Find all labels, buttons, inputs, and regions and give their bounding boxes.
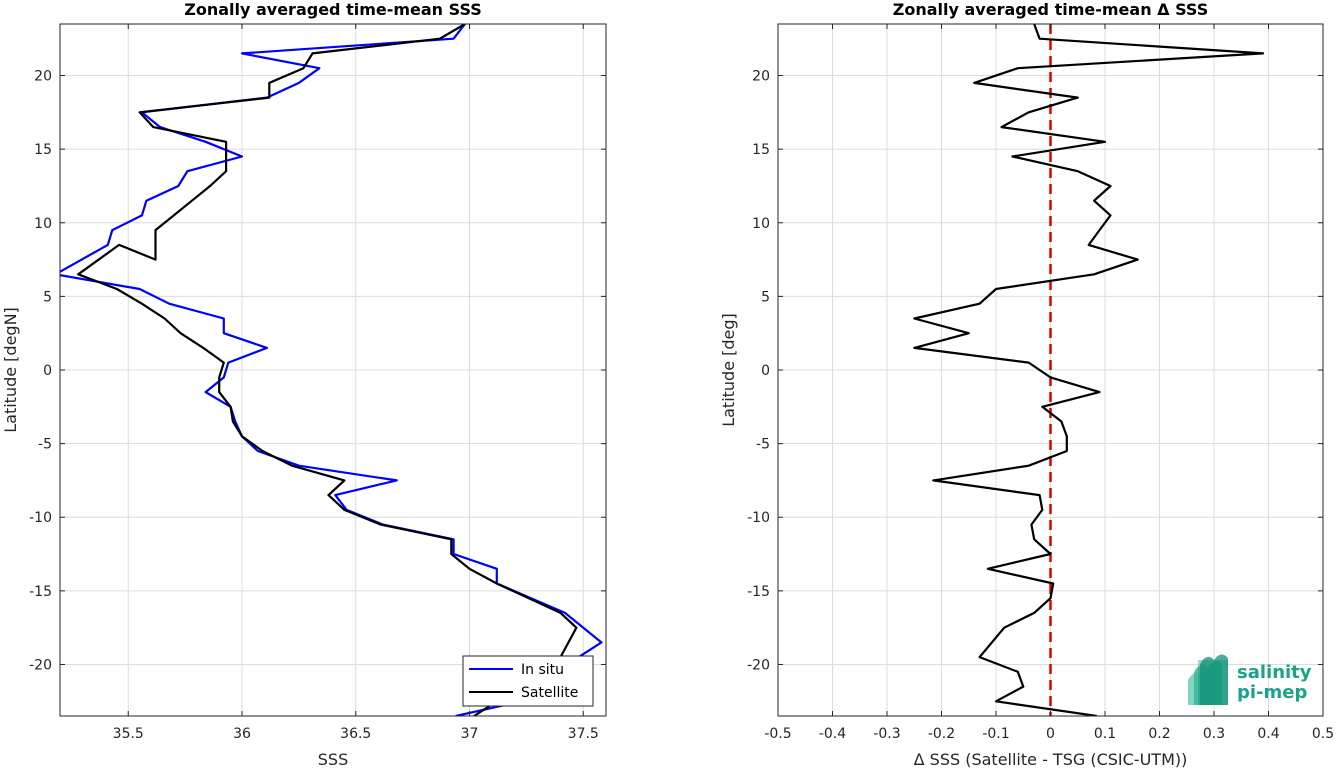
left-y-tick-label: -20 [29,657,52,673]
left-y-tick-label: 10 [34,216,52,232]
left-y-tick-label: 0 [43,363,52,379]
left-x-tick-label: 36.5 [340,726,371,742]
left-y-tick-label: -15 [29,584,52,600]
right-panel: -0.5 -0.4 -0.3 -0.2 -0.1 0 0.1 0.2 0.3 0.4 0.5 -20 -… [719,0,1334,769]
right-x-tick-label: 0.4 [1257,726,1279,742]
left-x-tick-label: 35.5 [113,726,144,742]
legend-box [462,655,594,707]
left-y-tick-label: 20 [34,69,52,85]
right-ticks: -0.5 -0.4 -0.3 -0.2 -0.1 0 0.1 0.2 0.3 0.4 0.5 -20 -… [747,24,1334,742]
left-x-tick-label: 37.5 [568,726,599,742]
left-y-tick-label: -10 [29,510,52,526]
left-y-tick-label: -5 [38,437,52,453]
right-y-tick-label: -20 [747,657,770,673]
right-y-tick-label: -10 [747,510,770,526]
left-series-group [60,24,603,716]
right-x-tick-label: -0.1 [982,726,1009,742]
series-line-delta-sss [913,24,1265,716]
right-x-tick-label: -0.2 [928,726,955,742]
right-x-tick-label: 0.2 [1148,726,1170,742]
right-x-tick-label: -0.5 [764,726,791,742]
legend-label-satellite: Satellite [521,685,578,701]
left-y-tick-label: 15 [34,142,52,158]
right-x-axis-label: Δ SSS (Satellite - TSG (CSIC-UTM)) [914,750,1188,769]
right-y-tick-label: 10 [752,216,770,232]
right-y-tick-label: 15 [752,142,770,158]
series-line-satellite [77,24,578,716]
left-y-tick-label: 5 [43,289,52,305]
legend-label-in-situ: In situ [521,662,564,678]
right-x-tick-label: 0.3 [1203,726,1225,742]
right-x-tick-label: -0.4 [819,726,846,742]
logo-text-pi-mep: pi-mep [1237,682,1307,703]
right-y-tick-label: 20 [752,69,770,85]
left-x-axis-label: SSS [318,750,348,769]
right-y-tick-label: -15 [747,584,770,600]
salinity-pi-mep-logo: salinity pi-mep [1188,654,1312,705]
right-series-group [913,24,1265,716]
right-y-tick-label: 5 [761,289,770,305]
right-y-tick-label: -5 [756,437,770,453]
right-x-tick-label: -0.3 [873,726,900,742]
left-y-axis-label: Latitude [degN] [1,307,20,433]
right-x-tick-label: 0.5 [1312,726,1334,742]
right-y-axis-label: Latitude [deg] [719,313,738,427]
left-chart-title: Zonally averaged time-mean SSS [184,0,482,19]
logo-wave-icon [1188,654,1228,705]
right-y-tick-label: 0 [761,363,770,379]
left-x-tick-label: 37 [461,726,479,742]
legend: In situ Satellite [462,655,594,707]
right-chart-title: Zonally averaged time-mean Δ SSS [893,0,1209,19]
left-x-tick-label: 36 [233,726,251,742]
left-grid [60,24,606,716]
right-x-tick-label: 0.1 [1094,726,1116,742]
logo-text-salinity: salinity [1237,662,1312,683]
right-x-tick-label: 0 [1046,726,1055,742]
left-panel: 35.5 36 36.5 37 37.5 -20 -15 -10 -5 0 5 10 15 20 Zona… [1,0,607,769]
left-ticks: 35.5 36 36.5 37 37.5 -20 -15 -10 -5 0 5 10 15 20 [29,24,606,742]
